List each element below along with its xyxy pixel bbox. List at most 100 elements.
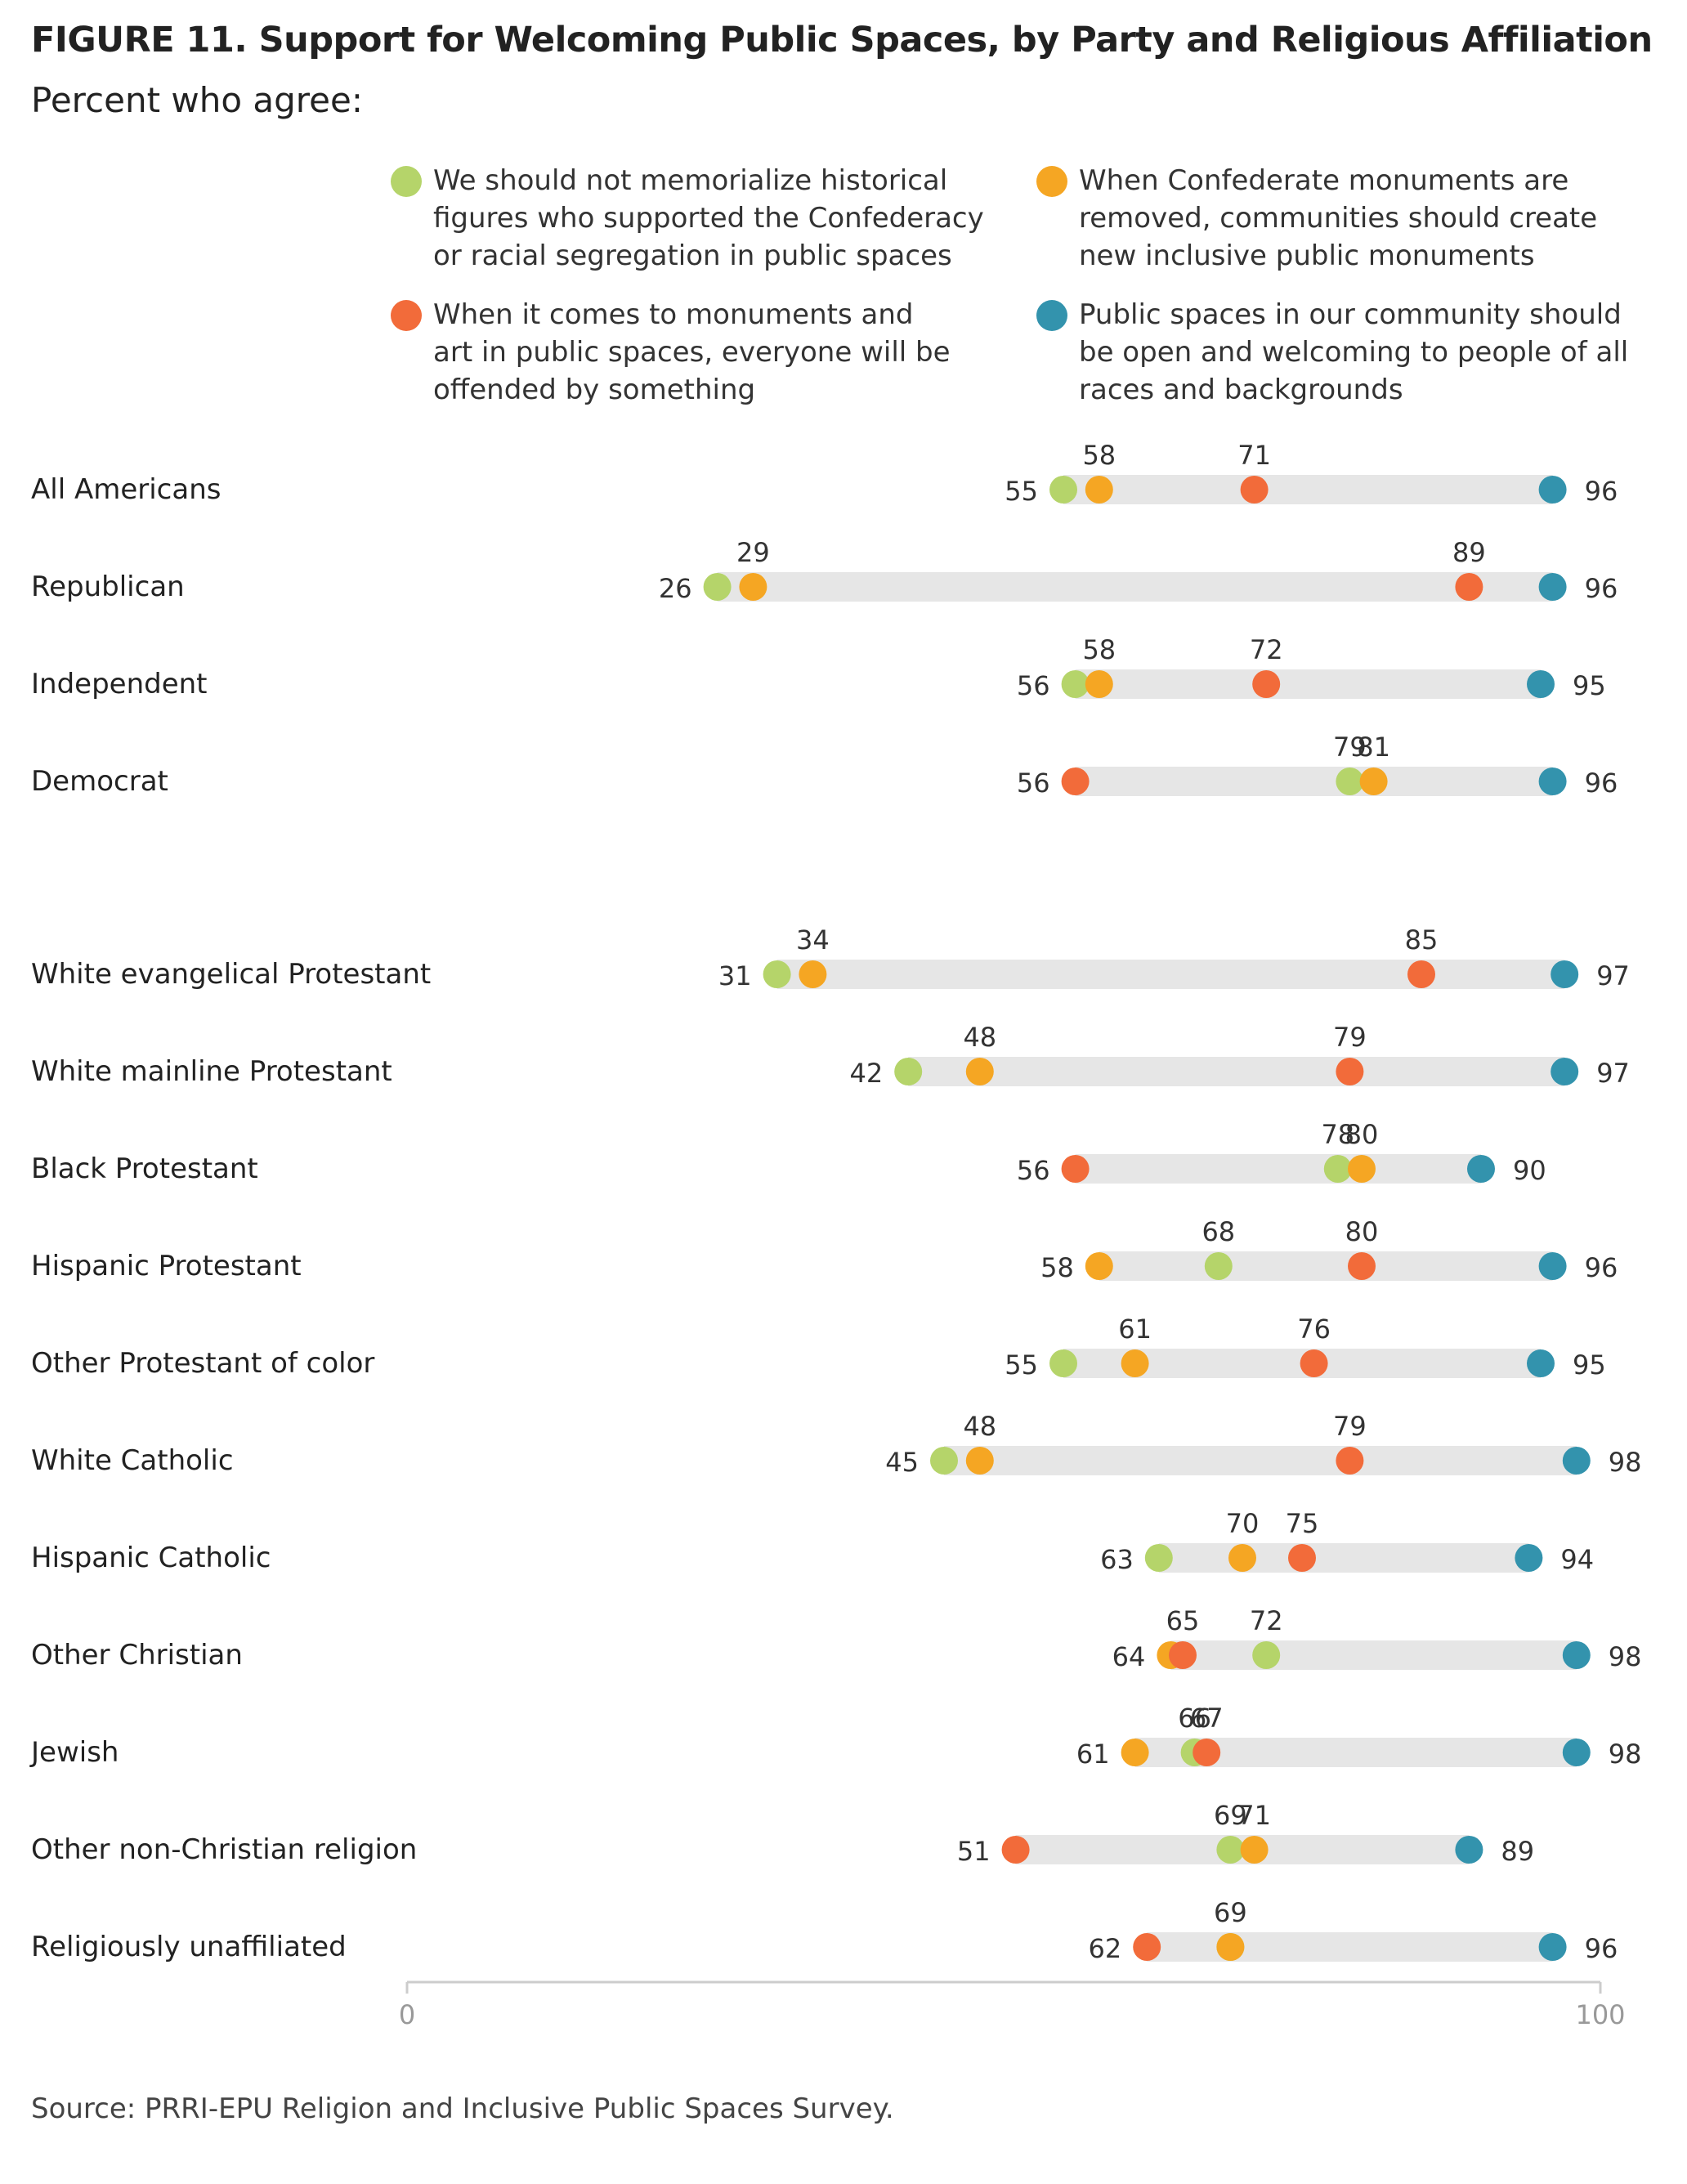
dot-welcoming-jewish — [1562, 1739, 1591, 1766]
dot-memorialize-hispanic-catholic — [1144, 1544, 1173, 1572]
value-label-offended-white-catholic: 79 — [1333, 1411, 1367, 1442]
dot-inclusive-religiously-unaffiliated — [1216, 1933, 1245, 1961]
value-label-offended-hispanic-catholic: 75 — [1286, 1508, 1319, 1539]
dot-inclusive-democrat — [1359, 768, 1388, 795]
value-label-offended-all-americans: 71 — [1237, 440, 1271, 471]
value-label-welcoming-black-protestant: 90 — [1513, 1155, 1546, 1186]
dot-offended-jewish — [1193, 1739, 1221, 1766]
range-bar-white-catholic — [944, 1446, 1577, 1475]
value-label-welcoming-other-protestant-of-color: 95 — [1573, 1349, 1606, 1381]
row-label-hispanic-catholic: Hispanic Catholic — [31, 1542, 271, 1574]
dot-range-chart: All Americans 55 58 71 96 Republican 26 29 89 96 I… — [29, 440, 1642, 2030]
value-label-offended-religiously-unaffiliated: 62 — [1088, 1933, 1121, 1964]
dot-memorialize-republican — [703, 573, 732, 601]
dot-offended-other-non-christian-religion — [1001, 1836, 1030, 1864]
value-label-welcoming-white-evangelical-protestant: 97 — [1596, 960, 1630, 991]
dot-inclusive-white-catholic — [965, 1447, 994, 1475]
dot-memorialize-other-christian — [1252, 1641, 1281, 1669]
dot-memorialize-democrat — [1336, 768, 1364, 795]
range-bar-republican — [717, 572, 1553, 602]
value-label-offended-other-protestant-of-color: 76 — [1297, 1314, 1331, 1345]
value-label-offended-republican: 89 — [1452, 537, 1486, 568]
dot-offended-white-evangelical-protestant — [1407, 960, 1435, 988]
dot-inclusive-white-mainline-protestant — [965, 1058, 994, 1085]
source-note: Source: PRRI-EPU Religion and Inclusive … — [31, 2092, 894, 2125]
legend-dot-inclusive-icon — [1036, 166, 1067, 197]
value-label-welcoming-all-americans: 96 — [1585, 476, 1618, 507]
range-bar-hispanic-protestant — [1099, 1251, 1553, 1281]
range-bar-independent — [1075, 669, 1541, 699]
dot-memorialize-other-non-christian-religion — [1216, 1836, 1245, 1864]
row-label-religiously-unaffiliated: Religiously unaffiliated — [31, 1931, 347, 1963]
value-label-inclusive-republican: 29 — [736, 537, 770, 568]
value-label-memorialize-white-mainline-protestant: 42 — [849, 1058, 883, 1089]
dot-welcoming-white-catholic — [1562, 1447, 1591, 1475]
value-label-inclusive-black-protestant: 80 — [1345, 1119, 1379, 1150]
value-label-welcoming-white-mainline-protestant: 97 — [1596, 1058, 1630, 1089]
value-label-offended-other-christian: 65 — [1166, 1605, 1200, 1636]
value-label-welcoming-democrat: 96 — [1585, 768, 1618, 799]
dot-inclusive-hispanic-catholic — [1228, 1544, 1256, 1572]
row-label-white-mainline-protestant: White mainline Protestant — [31, 1055, 392, 1088]
range-bar-democrat — [1075, 767, 1553, 796]
row-label-jewish: Jewish — [29, 1736, 119, 1769]
range-bar-all-americans — [1063, 475, 1553, 504]
value-label-welcoming-jewish: 98 — [1609, 1739, 1642, 1770]
dot-welcoming-hispanic-protestant — [1538, 1252, 1567, 1280]
range-bar-hispanic-catholic — [1158, 1543, 1529, 1573]
value-label-offended-democrat: 56 — [1017, 768, 1050, 799]
dot-welcoming-republican — [1538, 573, 1567, 601]
value-label-offended-other-non-christian-religion: 51 — [957, 1836, 991, 1867]
dot-inclusive-republican — [739, 573, 767, 601]
row-label-independent: Independent — [31, 668, 208, 700]
dot-offended-white-mainline-protestant — [1336, 1058, 1364, 1085]
range-bar-other-christian — [1170, 1640, 1577, 1670]
dot-welcoming-all-americans — [1538, 476, 1567, 503]
dot-inclusive-all-americans — [1085, 476, 1113, 503]
value-label-inclusive-hispanic-protestant: 58 — [1040, 1252, 1074, 1283]
dot-memorialize-hispanic-protestant — [1204, 1252, 1233, 1280]
range-bar-white-mainline-protestant — [908, 1057, 1565, 1086]
row-label-hispanic-protestant: Hispanic Protestant — [31, 1250, 302, 1282]
value-label-inclusive-democrat: 81 — [1357, 732, 1390, 763]
value-label-inclusive-other-christian: 64 — [1112, 1641, 1146, 1672]
value-label-memorialize-jewish: 66 — [1178, 1703, 1211, 1734]
dot-inclusive-jewish — [1121, 1739, 1149, 1766]
legend-label-inclusive: When Confederate monuments are removed, … — [1079, 164, 1598, 272]
row-label-other-non-christian-religion: Other non-Christian religion — [31, 1833, 417, 1866]
dot-offended-other-christian — [1169, 1641, 1197, 1669]
range-bar-religiously-unaffiliated — [1147, 1932, 1553, 1962]
dot-welcoming-democrat — [1538, 768, 1567, 795]
legend-item-welcoming: Public spaces in our community should be… — [1036, 296, 1658, 418]
dot-welcoming-religiously-unaffiliated — [1538, 1933, 1567, 1961]
legend-label-memorialize: We should not memorialize historical fig… — [433, 164, 984, 272]
legend-label-offended: When it comes to monuments and art in pu… — [433, 298, 951, 406]
dot-offended-independent — [1252, 670, 1281, 698]
value-label-memorialize-black-protestant: 78 — [1321, 1119, 1354, 1150]
row-label-white-catholic: White Catholic — [31, 1444, 234, 1477]
x-tick-label-100: 100 — [1575, 1999, 1625, 2030]
value-label-welcoming-other-christian: 98 — [1609, 1641, 1642, 1672]
value-label-inclusive-hispanic-catholic: 70 — [1226, 1508, 1260, 1539]
value-label-memorialize-other-protestant-of-color: 55 — [1005, 1349, 1038, 1381]
row-label-republican: Republican — [31, 571, 185, 603]
value-label-memorialize-independent: 56 — [1017, 670, 1050, 701]
dot-welcoming-black-protestant — [1467, 1155, 1495, 1183]
value-label-offended-white-evangelical-protestant: 85 — [1405, 924, 1439, 955]
value-label-inclusive-independent: 58 — [1082, 634, 1116, 665]
dot-offended-white-catholic — [1336, 1447, 1364, 1475]
value-label-memorialize-democrat: 79 — [1333, 732, 1367, 763]
legend-item-memorialize: We should not memorialize historical fig… — [391, 162, 996, 284]
range-bar-black-protestant — [1075, 1154, 1481, 1184]
value-label-offended-white-mainline-protestant: 79 — [1333, 1022, 1367, 1053]
value-label-memorialize-all-americans: 55 — [1005, 476, 1038, 507]
value-label-welcoming-republican: 96 — [1585, 573, 1618, 604]
value-label-welcoming-white-catholic: 98 — [1609, 1447, 1642, 1478]
dot-welcoming-white-mainline-protestant — [1551, 1058, 1579, 1085]
dot-memorialize-white-evangelical-protestant — [763, 960, 791, 988]
row-label-black-protestant: Black Protestant — [31, 1152, 258, 1185]
value-label-inclusive-other-protestant-of-color: 61 — [1118, 1314, 1152, 1345]
dot-memorialize-white-mainline-protestant — [894, 1058, 923, 1085]
dot-offended-other-protestant-of-color — [1300, 1349, 1328, 1377]
dot-offended-hispanic-catholic — [1288, 1544, 1316, 1572]
